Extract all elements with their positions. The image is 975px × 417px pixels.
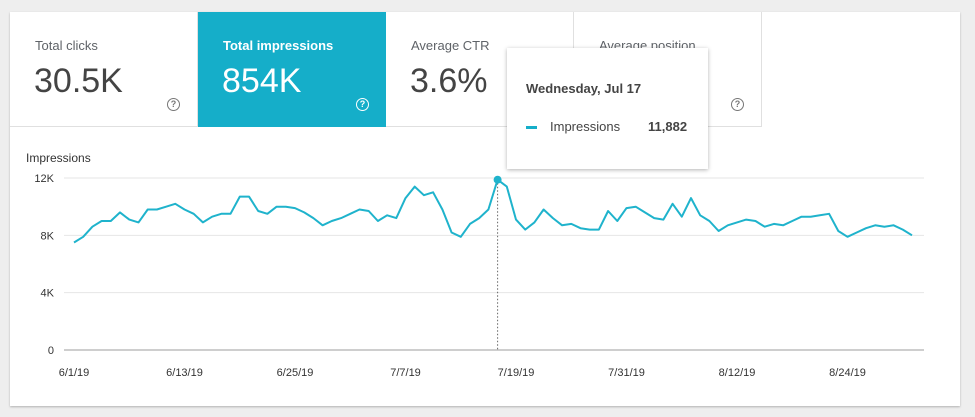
x-tick-label: 7/7/19 (390, 367, 421, 379)
help-icon[interactable]: ? (167, 98, 180, 111)
tooltip-series-swatch (526, 126, 537, 129)
impressions-series-line (73, 178, 913, 244)
y-tick-label: 8K (41, 230, 55, 242)
performance-card: Total clicks 30.5K ? Total impressions 8… (10, 12, 960, 406)
y-axis-title: Impressions (26, 151, 91, 165)
impressions-chart: 0 4K 8K 12K 6/1/19 6/13/19 6/25/19 7/7/19 7/19/1… (34, 173, 924, 379)
x-tick-label: 6/13/19 (166, 367, 203, 379)
x-tick-label: 7/19/19 (498, 367, 535, 379)
chart-tooltip: Wednesday, Jul 17 Impressions 11,882 (507, 48, 708, 169)
x-tick-label: 8/12/19 (719, 367, 756, 379)
tile-value: 3.6% (410, 62, 488, 100)
help-icon[interactable]: ? (731, 98, 744, 111)
y-tick-label: 12K (34, 173, 54, 185)
x-tick-label: 6/1/19 (59, 367, 90, 379)
tile-total-impressions[interactable]: Total impressions 854K ? (198, 12, 386, 127)
tile-label: Total impressions (223, 38, 334, 53)
tile-label: Average CTR (411, 38, 490, 53)
help-icon[interactable]: ? (356, 98, 369, 111)
tile-label: Total clicks (35, 38, 98, 53)
tooltip-date: Wednesday, Jul 17 (526, 81, 642, 96)
tooltip-series-name: Impressions (550, 119, 621, 134)
help-glyph: ? (734, 99, 741, 109)
y-tick-label: 0 (48, 345, 54, 357)
help-glyph: ? (359, 99, 366, 109)
tooltip-value: 11,882 (648, 119, 688, 134)
y-tick-label: 4K (41, 288, 55, 300)
x-tick-label: 6/25/19 (277, 367, 314, 379)
tile-total-clicks[interactable]: Total clicks 30.5K ? (10, 12, 198, 127)
tile-value: 30.5K (34, 62, 123, 100)
help-glyph: ? (170, 99, 177, 109)
highlight-point (493, 175, 502, 184)
x-tick-label: 8/24/19 (829, 367, 866, 379)
tile-value: 854K (222, 62, 302, 100)
x-tick-label: 7/31/19 (608, 367, 645, 379)
